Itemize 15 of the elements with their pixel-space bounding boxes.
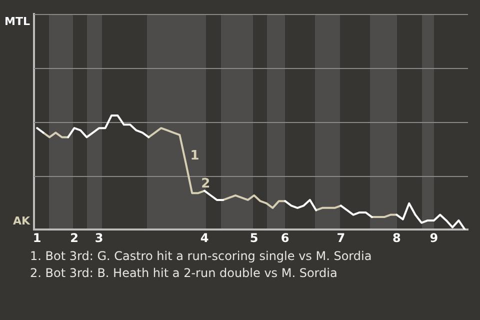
text: AK xyxy=(12,214,30,228)
text: MTL xyxy=(4,14,30,28)
text: 1. Bot 3rd: G. Castro hit a run-scoring single vs M. Sordia xyxy=(30,248,373,265)
x-tick-label: 3 xyxy=(94,230,104,245)
x-tick-label: 8 xyxy=(392,230,401,245)
annotation: 2 xyxy=(201,176,210,192)
x-tick-label: 5 xyxy=(250,230,258,245)
x-tick-label: 2 xyxy=(70,230,78,245)
x-tick-label: 1 xyxy=(32,230,42,245)
x-tick-label: 9 xyxy=(430,230,438,245)
text: 2. Bot 3rd: B. Heath hit a 2-run double vs M. Sordia xyxy=(30,265,338,282)
x-tick-label: 6 xyxy=(280,230,290,245)
x-tick-label: 4 xyxy=(200,230,209,245)
x-tick-label: 7 xyxy=(336,230,346,245)
annotation: 1 xyxy=(190,148,200,164)
